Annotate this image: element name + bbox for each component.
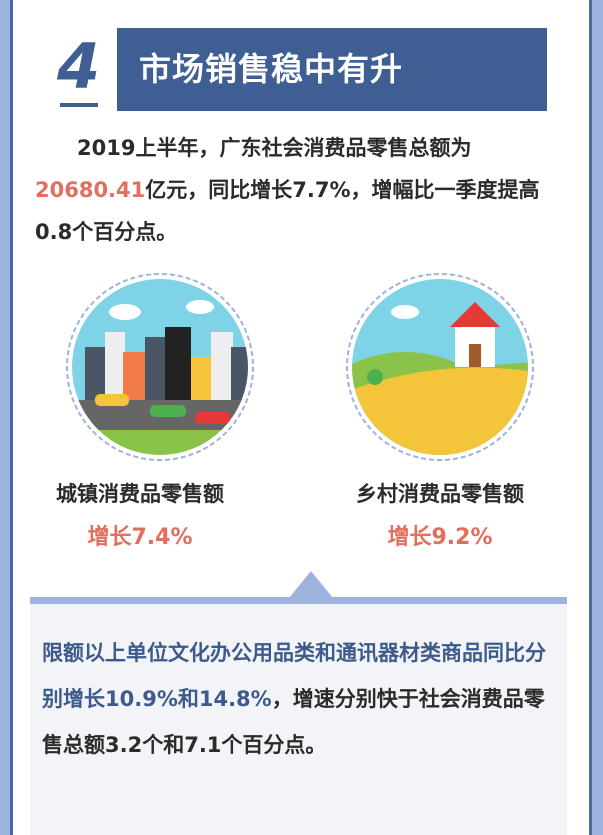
- urban-sales-label: 城镇消费品零售额: [56, 482, 224, 506]
- intro-paragraph: 2019上半年，广东社会消费品零售总额为 20680.41亿元，同比增长7.7%，…: [35, 127, 575, 253]
- section-number: 4: [57, 30, 101, 103]
- note-top-bar: [30, 597, 567, 604]
- note-text: 限额以上单位文化办公用品类和通讯器材类商品同比分别增长10.9%和14.8%，增…: [42, 630, 557, 768]
- pointer-triangle: [289, 571, 333, 598]
- infographic-frame: 4 市场销售稳中有升 2019上半年，广东社会消费品零售总额为 20680.41亿…: [10, 0, 592, 835]
- rural-sales-label: 乡村消费品零售额: [356, 482, 524, 506]
- intro-text-rest: 亿元，同比增长7.7%，增幅比一季度提高0.8个百分点。: [35, 178, 540, 244]
- urban-sales-growth: 增长7.4%: [87, 525, 193, 550]
- rural-sales-growth: 增长9.2%: [387, 525, 493, 550]
- city-illustration-icon: [66, 273, 254, 461]
- intro-text: 2019上半年，广东社会消费品零售总额为: [77, 136, 472, 160]
- note-highlight: 限额以上单位文化办公用品类和通讯器材类商品同比分别增长10.9%和14.8%: [42, 641, 546, 711]
- section-title: 市场销售稳中有升: [117, 28, 547, 111]
- total-sales-value: 20680.41: [35, 178, 146, 202]
- note-rest: ，增速分别快于社会消费品零售总额3.2个和7.1个百分点。: [42, 687, 545, 757]
- countryside-illustration-icon: [346, 273, 534, 461]
- note-box: [30, 604, 567, 835]
- section-number-underline: [60, 103, 98, 107]
